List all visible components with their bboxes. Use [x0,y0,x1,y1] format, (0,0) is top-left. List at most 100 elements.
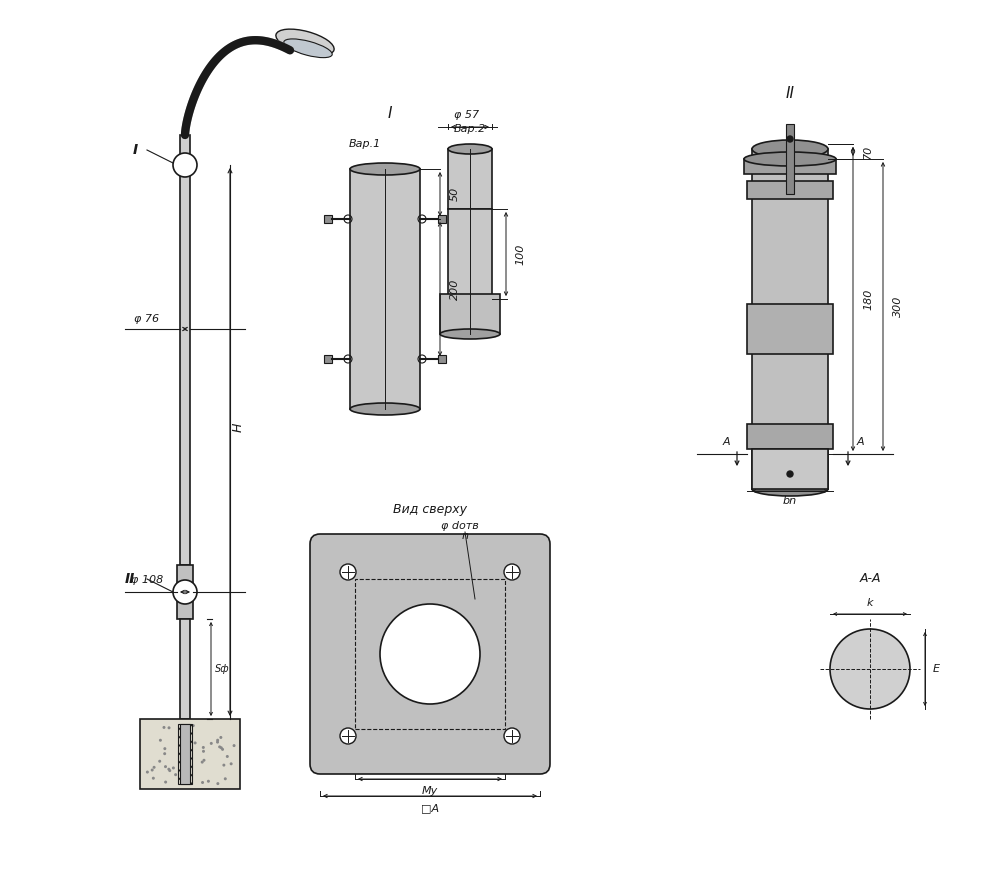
Circle shape [164,781,167,783]
Circle shape [202,746,205,749]
Circle shape [380,604,480,704]
Text: Вар.1: Вар.1 [349,139,381,149]
Circle shape [153,765,156,769]
Ellipse shape [284,39,332,58]
Bar [180,135,190,565]
Bar [747,304,833,354]
Text: A: A [856,437,864,447]
Text: 70: 70 [863,144,873,158]
Circle shape [158,760,161,763]
Circle shape [210,742,213,745]
Bar [448,209,492,299]
Circle shape [340,564,356,580]
Circle shape [219,736,222,739]
Text: Sф: Sф [215,664,229,674]
Text: k: k [867,598,873,608]
Circle shape [152,777,155,780]
Circle shape [163,747,166,750]
Circle shape [194,741,197,744]
Circle shape [221,748,224,751]
Circle shape [168,726,171,729]
Text: 50: 50 [450,187,460,201]
Text: bn: bn [783,496,797,506]
Text: 300: 300 [893,296,903,317]
Text: Му: Му [422,786,438,796]
Circle shape [504,564,520,580]
Text: II: II [125,572,135,586]
Circle shape [233,744,236,747]
Ellipse shape [744,152,836,166]
Circle shape [201,761,204,764]
Circle shape [220,746,223,749]
Circle shape [163,752,166,755]
Circle shape [146,771,149,773]
Circle shape [202,759,205,762]
Circle shape [172,766,175,770]
Circle shape [201,781,204,784]
Circle shape [164,765,167,768]
Text: 100: 100 [515,244,525,265]
Ellipse shape [350,163,420,175]
Circle shape [504,728,520,744]
Bar [180,619,190,719]
Circle shape [226,755,229,758]
Circle shape [787,471,793,477]
Circle shape [787,136,793,142]
Bar [324,355,332,363]
Text: H: H [232,422,245,432]
Bar [786,124,794,194]
Text: I: I [132,143,138,157]
Text: Вид сверху: Вид сверху [393,502,467,516]
Text: φ 108: φ 108 [131,575,163,585]
Bar [440,294,500,334]
Text: 180: 180 [863,288,873,309]
Bar [140,719,240,789]
Ellipse shape [752,482,828,496]
Bar [350,169,420,409]
Text: φ 57: φ 57 [454,110,480,120]
Circle shape [162,726,165,729]
Circle shape [168,769,171,773]
Circle shape [207,780,210,782]
Bar [355,579,505,729]
Bar [747,181,833,199]
Bar [744,159,836,174]
Bar [747,424,833,449]
Ellipse shape [752,140,828,158]
Circle shape [202,749,205,753]
Ellipse shape [448,144,492,154]
Text: n: n [462,531,469,541]
Circle shape [167,768,170,771]
Circle shape [151,768,154,772]
Bar [177,565,193,619]
Text: 200: 200 [450,278,460,300]
Bar [180,724,190,784]
Circle shape [230,762,233,765]
Bar [324,215,332,223]
Text: Вар.2: Вар.2 [454,124,486,134]
Circle shape [340,728,356,744]
Bar [448,149,492,209]
Bar [752,149,828,489]
Text: II: II [786,86,794,101]
Circle shape [173,580,197,604]
FancyBboxPatch shape [310,534,550,774]
Bar [438,215,446,223]
Circle shape [173,153,197,177]
Text: □A: □A [421,803,439,813]
Circle shape [174,773,177,776]
Circle shape [222,764,225,766]
Ellipse shape [350,403,420,415]
Circle shape [216,741,219,743]
Circle shape [830,629,910,709]
Circle shape [224,777,227,781]
Text: φ 76: φ 76 [134,314,160,324]
Bar [438,355,446,363]
Ellipse shape [276,29,334,55]
Text: φ dотв: φ dотв [441,521,479,531]
Circle shape [218,745,221,749]
Text: A: A [722,437,730,447]
Circle shape [216,782,219,785]
Circle shape [216,739,219,741]
Ellipse shape [440,329,500,339]
